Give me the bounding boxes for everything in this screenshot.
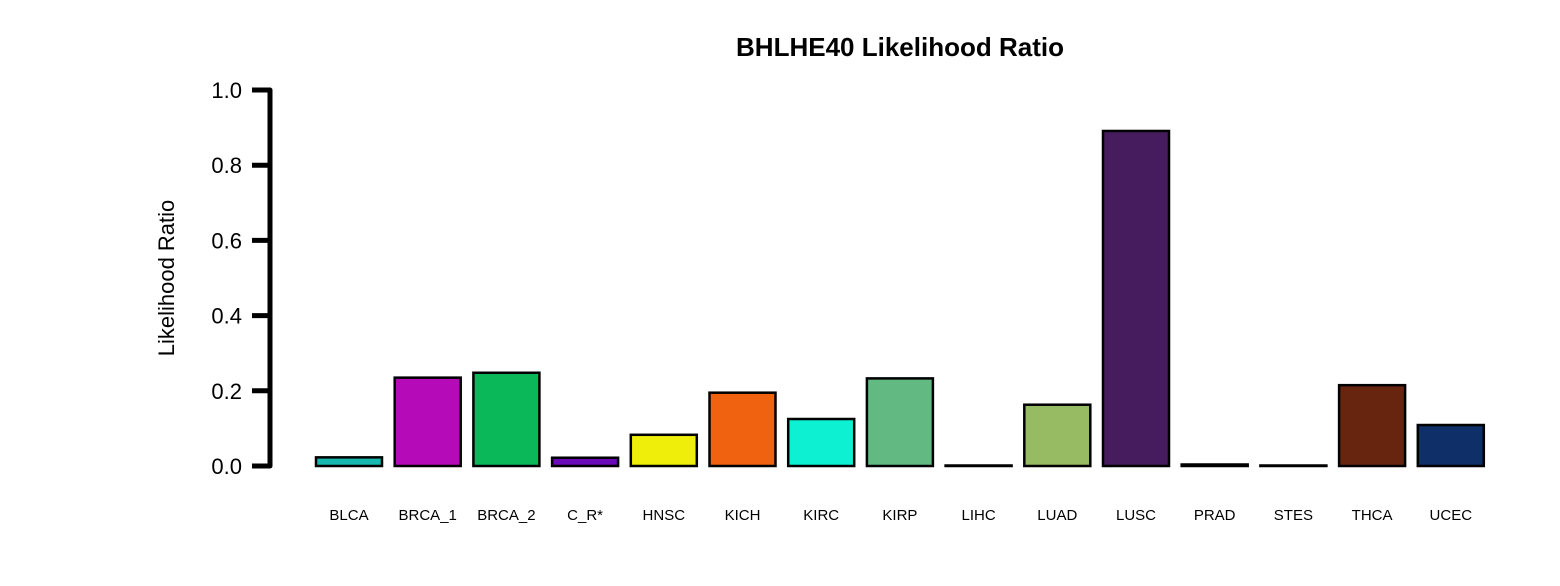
x-tick-label: STES bbox=[1274, 507, 1313, 524]
bar-lusc bbox=[1101, 129, 1171, 468]
bar-kich bbox=[708, 391, 777, 468]
x-tick-label: KICH bbox=[725, 507, 761, 524]
bar-kirc bbox=[786, 417, 856, 468]
bar-thca bbox=[1337, 383, 1407, 468]
bar-c-r bbox=[550, 456, 620, 468]
bar-ucec bbox=[1416, 423, 1486, 468]
bar-hnsc bbox=[629, 433, 699, 468]
y-tick-label: 0.8 bbox=[211, 153, 242, 178]
bar-blca bbox=[314, 456, 384, 468]
x-tick-label: BLCA bbox=[329, 507, 368, 524]
x-tick-label: HNSC bbox=[643, 507, 686, 524]
x-tick-label: KIRC bbox=[803, 507, 839, 524]
x-tick-label: LIHC bbox=[962, 507, 996, 524]
x-tick-label: PRAD bbox=[1194, 507, 1236, 524]
x-tick-label: UCEC bbox=[1430, 507, 1473, 524]
y-tick-label: 0.6 bbox=[211, 228, 242, 253]
y-tick-label: 1.0 bbox=[211, 78, 242, 103]
x-tick-label: BRCA_1 bbox=[399, 507, 457, 524]
x-axis-labels: BLCA BRCA_1 BRCA_2 C_R* HNSC KICH KIRC KIRP LIHC… bbox=[329, 507, 1472, 524]
bars bbox=[314, 129, 1486, 468]
bar-brca-2 bbox=[472, 371, 541, 468]
y-axis-label: Likelihood Ratio bbox=[154, 200, 179, 357]
x-tick-label: C_R* bbox=[567, 507, 603, 524]
bar-luad bbox=[1023, 403, 1092, 468]
x-tick-label: THCA bbox=[1352, 507, 1393, 524]
x-tick-label: LUAD bbox=[1037, 507, 1077, 524]
bar-kirp bbox=[865, 377, 935, 468]
y-axis: 0.0 0.2 0.4 0.6 0.8 1.0 bbox=[211, 78, 273, 479]
x-tick-label: KIRP bbox=[882, 507, 917, 524]
chart-title: BHLHE40 Likelihood Ratio bbox=[736, 32, 1064, 62]
bar-brca-1 bbox=[393, 376, 462, 468]
y-tick-label: 0.2 bbox=[211, 379, 242, 404]
bar-stes bbox=[1259, 464, 1328, 468]
bar-prad bbox=[1180, 463, 1249, 468]
y-tick-label: 0.0 bbox=[211, 454, 242, 479]
y-tick-label: 0.4 bbox=[211, 304, 242, 329]
bar-lihc bbox=[944, 464, 1013, 468]
x-tick-label: BRCA_2 bbox=[477, 507, 535, 524]
x-tick-label: LUSC bbox=[1116, 507, 1156, 524]
